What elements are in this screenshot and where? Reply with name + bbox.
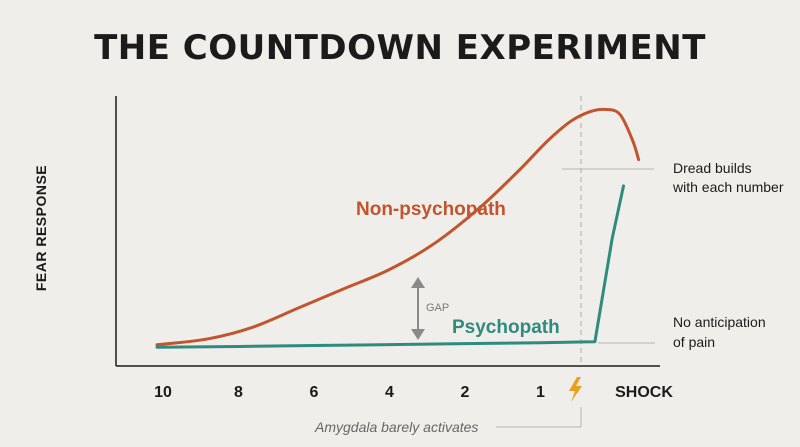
x-tick-label-shock: SHOCK	[615, 384, 673, 401]
no-anticipation-annotation-line-1: No anticipation	[673, 314, 766, 330]
amygdala-annotation: Amygdala barely activates	[314, 419, 478, 435]
gap-arrow-head-down	[411, 329, 425, 340]
x-axis-ticks: 10 8 6 4 2 1 SHOCK	[154, 384, 673, 401]
gap-arrow-head-up	[411, 277, 425, 288]
x-tick-label-6: 6	[310, 384, 319, 401]
dread-annotation-line-2: with each number	[672, 179, 784, 195]
lightning-bolt-icon	[569, 377, 582, 402]
non-psychopath-label: Non-psychopath	[356, 199, 506, 220]
dread-annotation-line-1: Dread builds	[673, 160, 752, 176]
no-anticipation-annotation-line-2: of pain	[673, 334, 715, 350]
psychopath-line	[155, 184, 625, 349]
gap-arrow	[411, 277, 425, 340]
x-tick-label-1: 1	[536, 384, 545, 401]
gap-label: GAP	[426, 302, 449, 314]
y-axis-label: FEAR RESPONSE	[33, 165, 49, 291]
x-tick-label-4: 4	[385, 384, 394, 401]
psychopath-label: Psychopath	[452, 317, 560, 338]
non-psychopath-line	[155, 107, 641, 347]
x-tick-label-8: 8	[234, 384, 243, 401]
x-tick-label-10: 10	[154, 384, 172, 401]
x-tick-label-2: 2	[461, 384, 470, 401]
chart-title: THE COUNTDOWN EXPERIMENT	[94, 28, 706, 68]
